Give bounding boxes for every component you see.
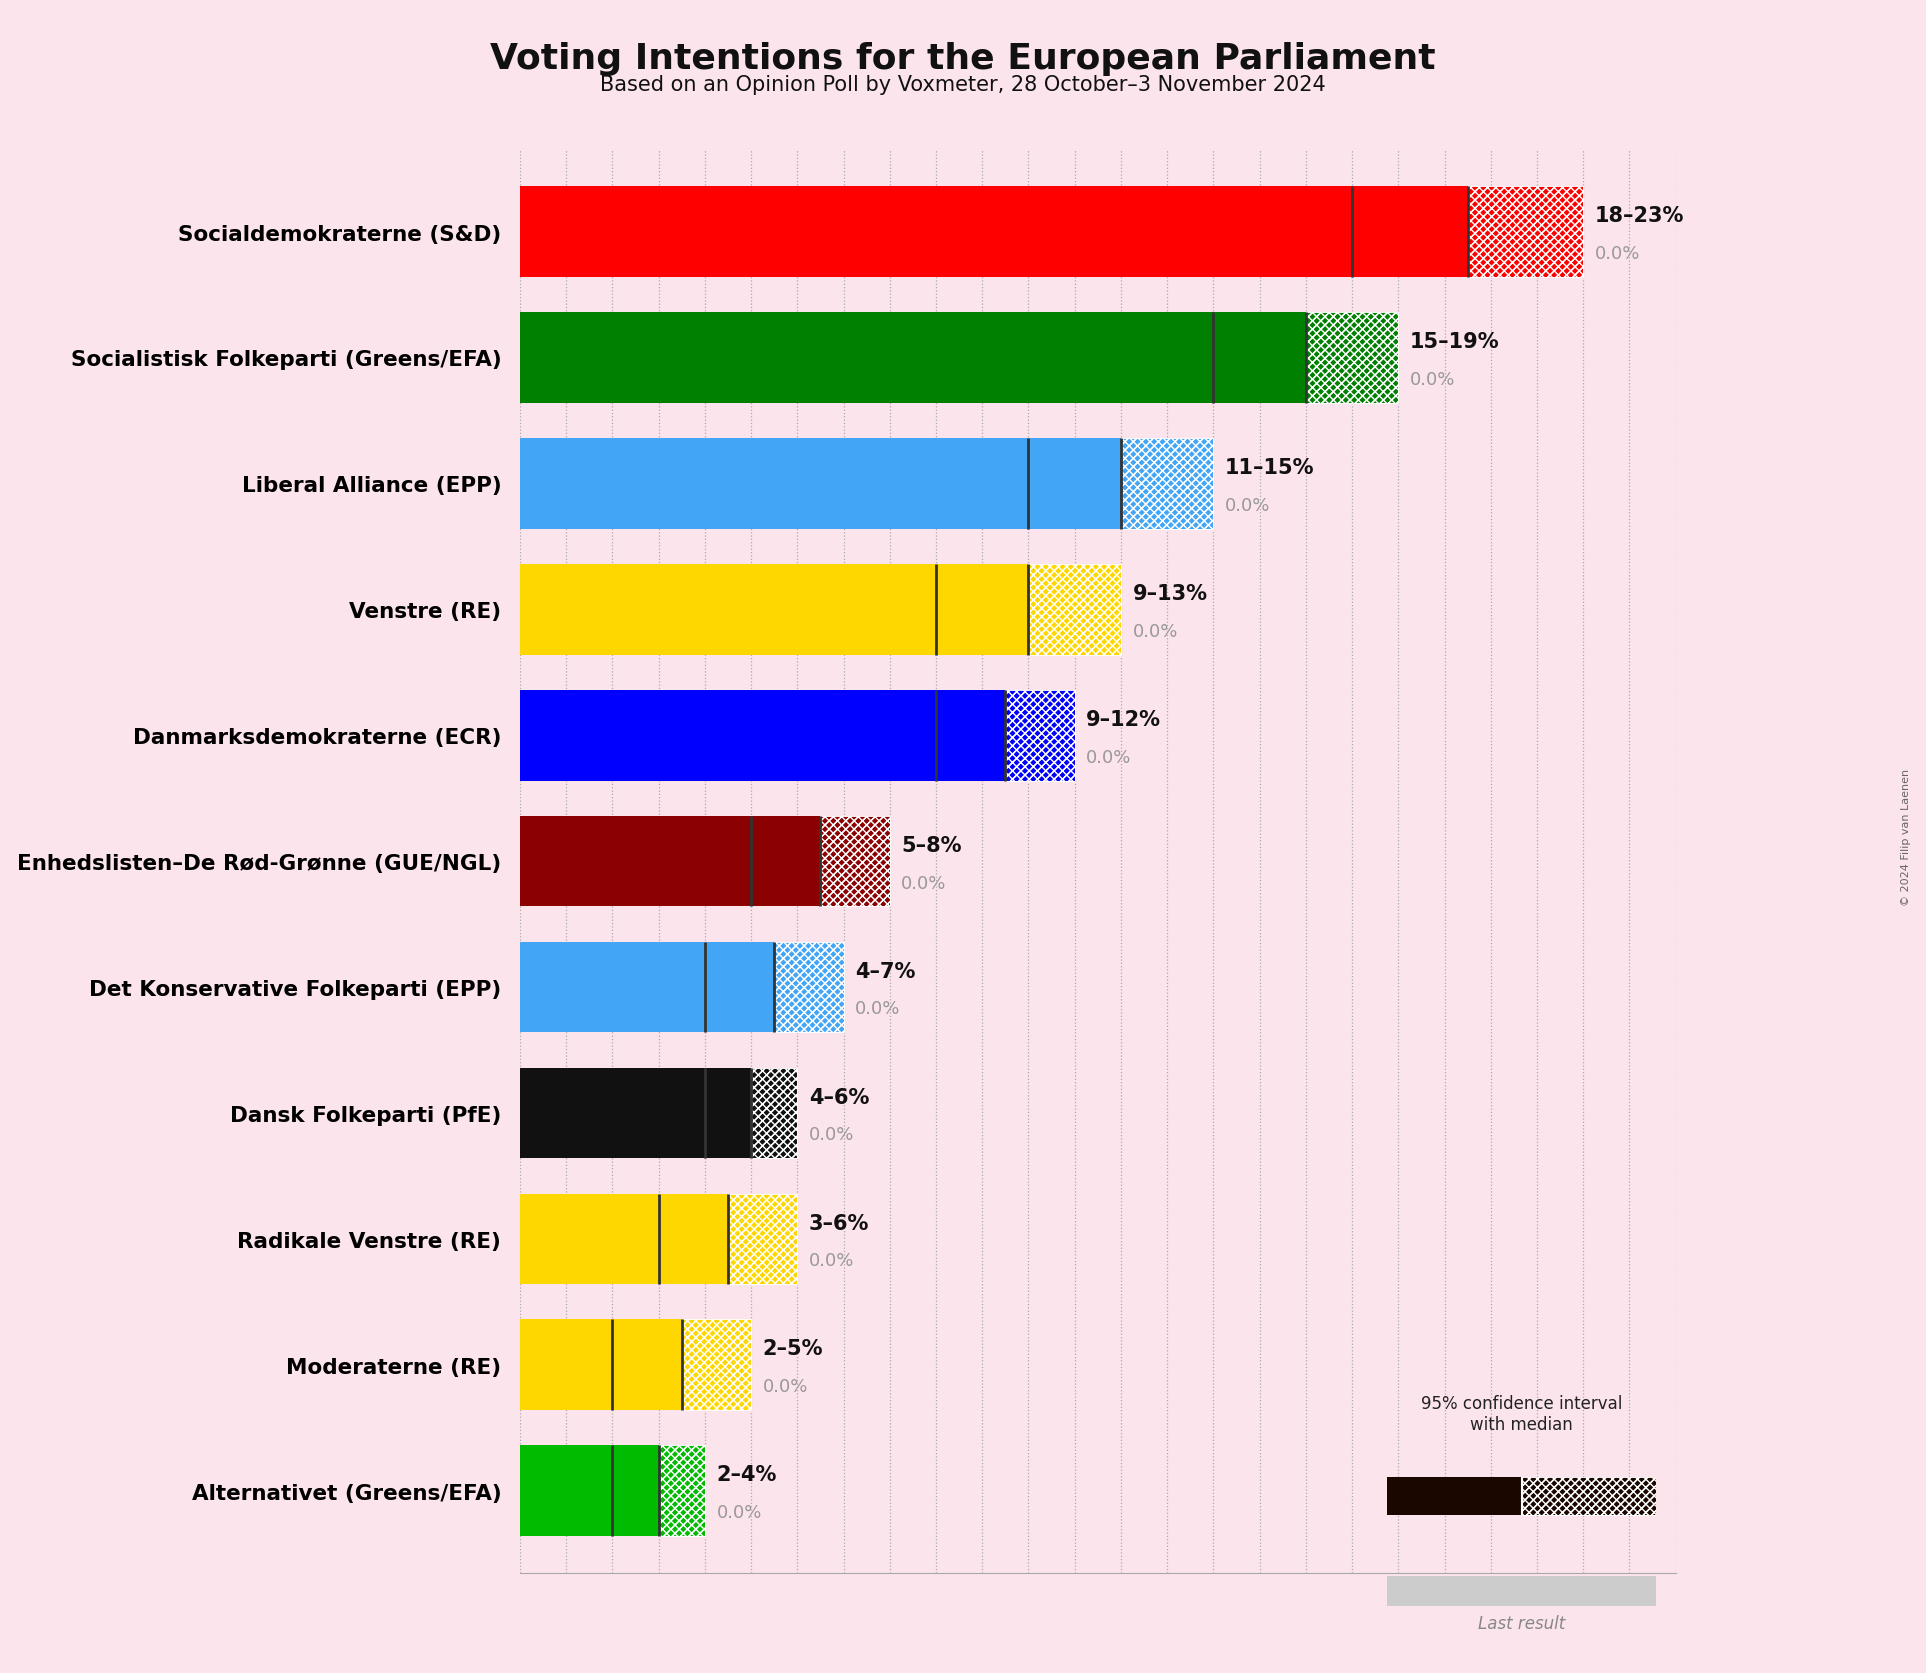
- Text: 0.0%: 0.0%: [855, 1000, 901, 1017]
- Bar: [820, 816, 890, 907]
- Bar: [728, 1195, 797, 1285]
- Text: 3–6%: 3–6%: [809, 1213, 869, 1233]
- Bar: [520, 1195, 728, 1285]
- Bar: [774, 942, 844, 1032]
- Bar: [1028, 564, 1121, 656]
- Text: Voting Intentions for the European Parliament: Voting Intentions for the European Parli…: [491, 42, 1435, 75]
- Bar: [520, 1067, 751, 1159]
- Bar: [1468, 187, 1583, 278]
- Bar: [520, 187, 1468, 278]
- Text: 2–5%: 2–5%: [763, 1338, 822, 1358]
- Text: 5–8%: 5–8%: [901, 835, 961, 855]
- Bar: [820, 816, 890, 907]
- Text: 2–4%: 2–4%: [716, 1464, 776, 1484]
- Text: 4–7%: 4–7%: [855, 960, 915, 980]
- Bar: [520, 691, 1005, 781]
- Bar: [659, 1445, 705, 1536]
- Bar: [659, 1445, 705, 1536]
- Bar: [520, 942, 774, 1032]
- Bar: [520, 564, 1028, 656]
- Text: 0.0%: 0.0%: [716, 1504, 763, 1521]
- Text: 18–23%: 18–23%: [1595, 206, 1683, 226]
- Bar: [1028, 564, 1121, 656]
- Text: 0.0%: 0.0%: [901, 873, 948, 892]
- Text: Last result: Last result: [1477, 1614, 1566, 1631]
- Bar: [682, 1320, 751, 1410]
- Bar: [1387, 1477, 1522, 1516]
- Bar: [1005, 691, 1075, 781]
- Bar: [682, 1320, 751, 1410]
- Text: 4–6%: 4–6%: [809, 1087, 869, 1108]
- Bar: [1121, 438, 1213, 529]
- Bar: [751, 1067, 797, 1159]
- Bar: [728, 1195, 797, 1285]
- Bar: [1121, 438, 1213, 529]
- Text: 0.0%: 0.0%: [1132, 622, 1179, 641]
- Bar: [751, 1067, 797, 1159]
- Bar: [520, 1320, 682, 1410]
- Bar: [1522, 1477, 1656, 1516]
- Bar: [1387, 1576, 1656, 1606]
- Bar: [820, 816, 890, 907]
- Bar: [728, 1195, 797, 1285]
- Bar: [1306, 313, 1398, 403]
- Bar: [1005, 691, 1075, 781]
- Bar: [1028, 564, 1121, 656]
- Bar: [1522, 1477, 1656, 1516]
- Bar: [520, 313, 1306, 403]
- Bar: [520, 438, 1121, 529]
- Text: 9–12%: 9–12%: [1086, 709, 1161, 729]
- Bar: [774, 942, 844, 1032]
- Text: 0.0%: 0.0%: [1086, 748, 1132, 766]
- Bar: [1005, 691, 1075, 781]
- Bar: [1306, 313, 1398, 403]
- Text: 0.0%: 0.0%: [1410, 371, 1456, 388]
- Bar: [520, 1445, 659, 1536]
- Bar: [659, 1445, 705, 1536]
- Bar: [774, 942, 844, 1032]
- Bar: [751, 1067, 797, 1159]
- Text: 0.0%: 0.0%: [809, 1251, 855, 1270]
- Text: 9–13%: 9–13%: [1132, 584, 1208, 604]
- Bar: [1306, 313, 1398, 403]
- Bar: [1468, 187, 1583, 278]
- Text: 95% confidence interval
with median: 95% confidence interval with median: [1421, 1394, 1622, 1434]
- Text: Based on an Opinion Poll by Voxmeter, 28 October–3 November 2024: Based on an Opinion Poll by Voxmeter, 28…: [601, 75, 1325, 95]
- Text: 0.0%: 0.0%: [1595, 244, 1641, 263]
- Text: 11–15%: 11–15%: [1225, 458, 1314, 478]
- Text: 0.0%: 0.0%: [1225, 497, 1271, 515]
- Bar: [1522, 1477, 1656, 1516]
- Text: 15–19%: 15–19%: [1410, 331, 1500, 351]
- Text: 0.0%: 0.0%: [763, 1377, 809, 1395]
- Bar: [682, 1320, 751, 1410]
- Bar: [1468, 187, 1583, 278]
- Bar: [1121, 438, 1213, 529]
- Text: © 2024 Filip van Laenen: © 2024 Filip van Laenen: [1901, 768, 1911, 905]
- Bar: [520, 816, 820, 907]
- Text: 0.0%: 0.0%: [809, 1126, 855, 1144]
